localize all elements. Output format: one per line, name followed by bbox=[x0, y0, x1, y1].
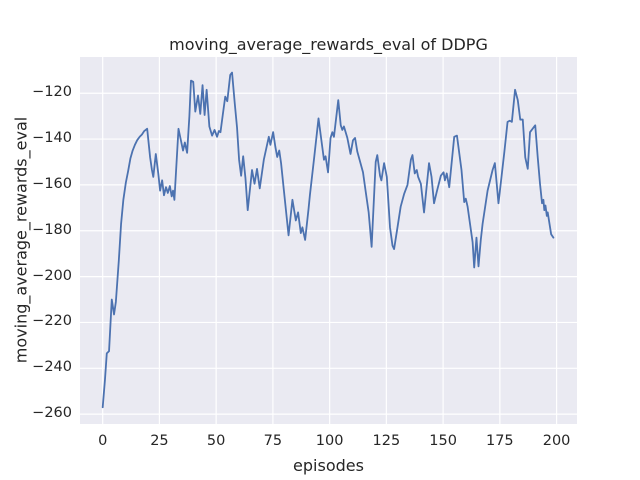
y-tick-label: −160 bbox=[32, 175, 72, 192]
y-tick-label: −120 bbox=[32, 84, 72, 101]
y-tick-label: −240 bbox=[32, 359, 72, 376]
y-tick-label: −140 bbox=[32, 130, 72, 147]
y-tick-label: −180 bbox=[32, 221, 72, 238]
x-tick-label: 50 bbox=[206, 433, 226, 449]
y-tick-label: −260 bbox=[32, 405, 72, 422]
data-line-moving_average_rewards_eval bbox=[101, 71, 555, 409]
x-tick-label: 200 bbox=[542, 433, 571, 449]
axes-background bbox=[80, 57, 577, 424]
x-tick-label: 125 bbox=[372, 433, 401, 449]
x-tick-label: 175 bbox=[485, 433, 514, 449]
x-axis-label: episodes bbox=[293, 456, 364, 475]
y-tick-label: −200 bbox=[32, 267, 72, 284]
x-tick-label: 0 bbox=[98, 433, 108, 449]
x-tick-label: 150 bbox=[429, 433, 457, 449]
y-tick-label: −220 bbox=[32, 313, 72, 330]
chart-title: moving_average_rewards_eval of DDPG bbox=[169, 35, 488, 54]
x-tick-label: 25 bbox=[150, 433, 169, 449]
x-tick-label: 100 bbox=[315, 433, 344, 449]
x-tick-label: 75 bbox=[263, 433, 283, 449]
